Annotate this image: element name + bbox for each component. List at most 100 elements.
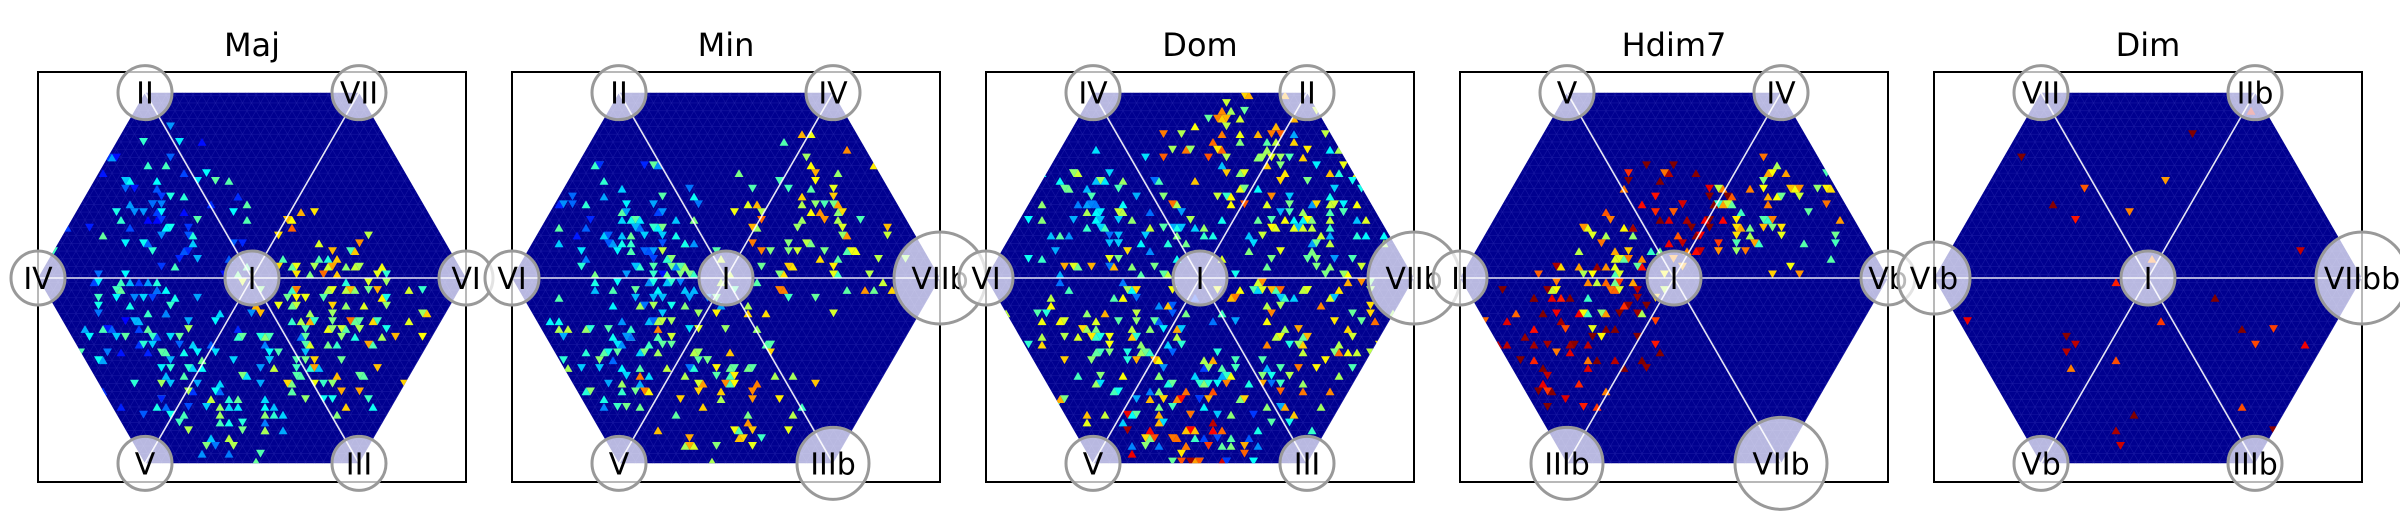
heat-cell [667,332,676,341]
heat-cell [1262,364,1272,372]
heat-cell [238,426,247,435]
heat-cell [766,340,775,349]
heat-cell [1781,169,1791,177]
heat-cell [1222,379,1231,388]
heat-cell [382,293,391,302]
heat-cell [1118,208,1128,216]
heat-cell [1240,395,1249,403]
heat-cell [1262,200,1272,209]
heat-cell [134,325,144,333]
heat-cell [1118,418,1128,427]
heat-cell [1619,223,1629,232]
heat-cell [1759,216,1768,224]
heat-cell [1150,356,1159,365]
heat-cell [1552,309,1561,318]
heat-cell [1352,348,1362,357]
heat-cell [2237,325,2247,333]
heat-cell [1673,231,1683,240]
heat-cell [1141,465,1150,473]
heat-cell [743,410,753,419]
heat-cell [1222,122,1231,131]
heat-cell [590,286,600,294]
node-circle [330,64,388,122]
heat-cell [85,332,94,341]
heat-cell [1285,340,1294,349]
heat-cell [157,200,166,209]
heat-cell [554,293,564,302]
heat-cell [206,434,216,442]
heat-cell [1258,278,1267,287]
heat-cell [341,286,351,294]
heat-cell [1267,379,1276,388]
heat-cell [658,247,667,255]
heat-cell [806,208,816,216]
heat-cell [215,379,225,388]
node-circle [1064,64,1122,122]
heat-cell [1159,395,1168,403]
heat-cell [359,301,369,310]
heat-cell [1366,395,1375,403]
heat-cell [134,317,144,326]
heat-cell [350,317,360,326]
heat-cell [1222,192,1231,201]
heat-cell [1244,379,1254,388]
heat-cell [1042,309,1051,318]
heat-cell [350,262,360,271]
heat-cell [1267,223,1276,232]
heat-cell [139,138,148,146]
heat-cell [1294,223,1303,232]
heat-cell [215,403,225,411]
heat-cell [572,231,582,240]
heat-cell [152,286,162,294]
heat-cell [1285,418,1294,427]
heat-cell [184,426,193,435]
heat-cell [1579,270,1588,279]
heat-cell [1334,371,1344,380]
node-label: IV [23,262,53,297]
heat-cell [1375,340,1384,349]
heat-cell [1777,192,1786,201]
heat-cell [1637,200,1647,209]
node-circle [1733,415,1829,511]
heat-cell [161,348,171,357]
heat-cell [1177,449,1186,458]
heat-cell [1253,130,1263,138]
heat-cell [1276,130,1285,138]
heat-cell [1601,262,1611,271]
heat-cell [161,161,171,170]
heat-cell [1289,216,1299,224]
heat-cell [1822,184,1831,193]
heat-cell [1633,286,1642,294]
heat-cell [148,247,157,255]
heat-cell [1307,239,1317,248]
heat-cells [1480,153,1845,411]
heat-cell [581,223,591,232]
heat-cell [134,278,144,287]
heat-cell [1204,442,1213,450]
panel-title: Min [698,26,755,64]
heat-cell [1091,216,1101,224]
heat-cell [346,317,355,326]
heat-cell [1325,200,1335,209]
heat-cell [671,262,681,271]
heat-cell [1136,270,1146,279]
heat-cell [748,426,757,435]
heat-cell [1678,200,1687,209]
heat-cell [680,371,690,380]
heat-cell [608,332,618,341]
heat-cell [269,364,279,372]
heat-cell [233,192,243,201]
node-vib: VIb [1896,240,1972,316]
node-label: VIIbb [2324,262,2400,297]
node-circle [2314,230,2400,326]
heat-cell [1240,449,1249,458]
node-circle [1529,425,1605,501]
heat-cell [1348,395,1357,403]
heat-cell [377,262,387,271]
heat-cell [1357,262,1366,271]
heat-cell [278,255,288,263]
heat-cell [292,364,301,372]
heat-cell [622,270,631,279]
heat-cell [341,325,351,333]
heat-cell [1114,216,1123,224]
